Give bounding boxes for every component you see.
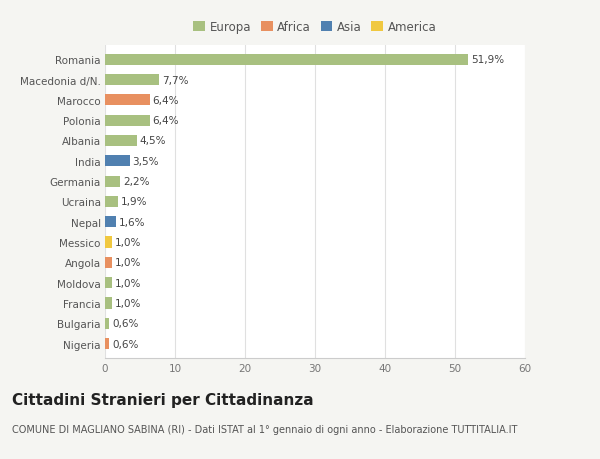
Text: 1,0%: 1,0% — [115, 298, 141, 308]
Text: 3,5%: 3,5% — [133, 157, 159, 167]
Text: 1,0%: 1,0% — [115, 278, 141, 288]
Bar — [105, 115, 150, 127]
Bar — [105, 257, 112, 269]
Bar — [105, 196, 118, 207]
Bar — [105, 277, 112, 289]
Bar — [105, 237, 112, 248]
Bar — [105, 75, 159, 86]
Bar — [105, 55, 469, 66]
Text: 6,4%: 6,4% — [152, 116, 179, 126]
Text: COMUNE DI MAGLIANO SABINA (RI) - Dati ISTAT al 1° gennaio di ogni anno - Elabora: COMUNE DI MAGLIANO SABINA (RI) - Dati IS… — [12, 425, 517, 435]
Text: 6,4%: 6,4% — [152, 95, 179, 106]
Text: 1,0%: 1,0% — [115, 258, 141, 268]
Text: Cittadini Stranieri per Cittadinanza: Cittadini Stranieri per Cittadinanza — [12, 392, 314, 408]
Text: 4,5%: 4,5% — [139, 136, 166, 146]
Bar — [105, 217, 116, 228]
Text: 2,2%: 2,2% — [123, 177, 150, 187]
Bar — [105, 156, 130, 167]
Text: 1,9%: 1,9% — [121, 197, 148, 207]
Text: 1,0%: 1,0% — [115, 237, 141, 247]
Bar — [105, 135, 137, 147]
Text: 51,9%: 51,9% — [471, 55, 504, 65]
Legend: Europa, Africa, Asia, America: Europa, Africa, Asia, America — [193, 21, 437, 34]
Bar — [105, 318, 109, 329]
Text: 7,7%: 7,7% — [162, 75, 188, 85]
Text: 0,6%: 0,6% — [112, 339, 139, 349]
Bar — [105, 95, 150, 106]
Bar — [105, 298, 112, 309]
Bar — [105, 338, 109, 349]
Text: 1,6%: 1,6% — [119, 217, 146, 227]
Bar — [105, 176, 121, 187]
Text: 0,6%: 0,6% — [112, 319, 139, 329]
